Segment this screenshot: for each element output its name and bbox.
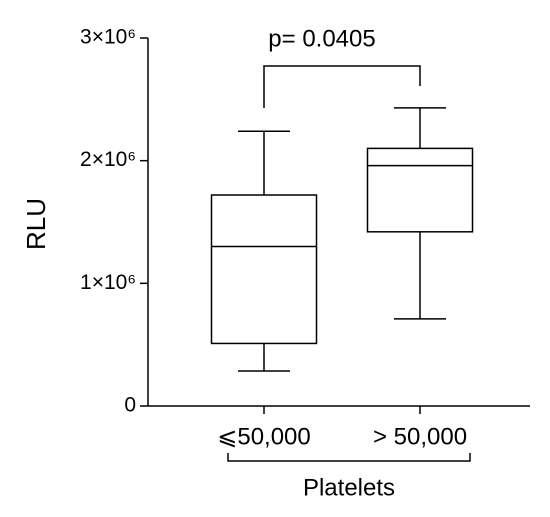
y-tick-label: 3×10⁶	[80, 26, 136, 49]
x-axis-label: Platelets	[303, 474, 395, 501]
y-tick-label: 1×10⁶	[80, 271, 136, 294]
box	[366, 147, 474, 233]
box	[210, 194, 318, 345]
significance-bracket	[263, 65, 421, 108]
annotation: p= 0.0405	[268, 25, 375, 52]
x-tick-label: > 50,000	[373, 423, 467, 450]
y-axis-label: RLU	[21, 198, 51, 250]
group-bracket	[227, 453, 471, 462]
y-tick-label: 2×10⁶	[80, 148, 136, 171]
y-tick-label: 0	[124, 394, 136, 417]
x-tick-label: ⩽50,000	[217, 423, 311, 450]
